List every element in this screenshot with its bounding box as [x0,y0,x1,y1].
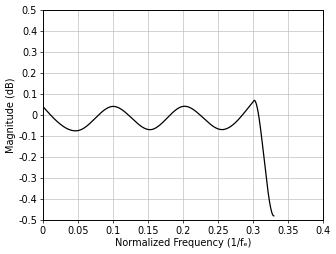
X-axis label: Normalized Frequency (1/fₑ): Normalized Frequency (1/fₑ) [115,239,251,248]
Y-axis label: Magnitude (dB): Magnitude (dB) [6,77,15,153]
